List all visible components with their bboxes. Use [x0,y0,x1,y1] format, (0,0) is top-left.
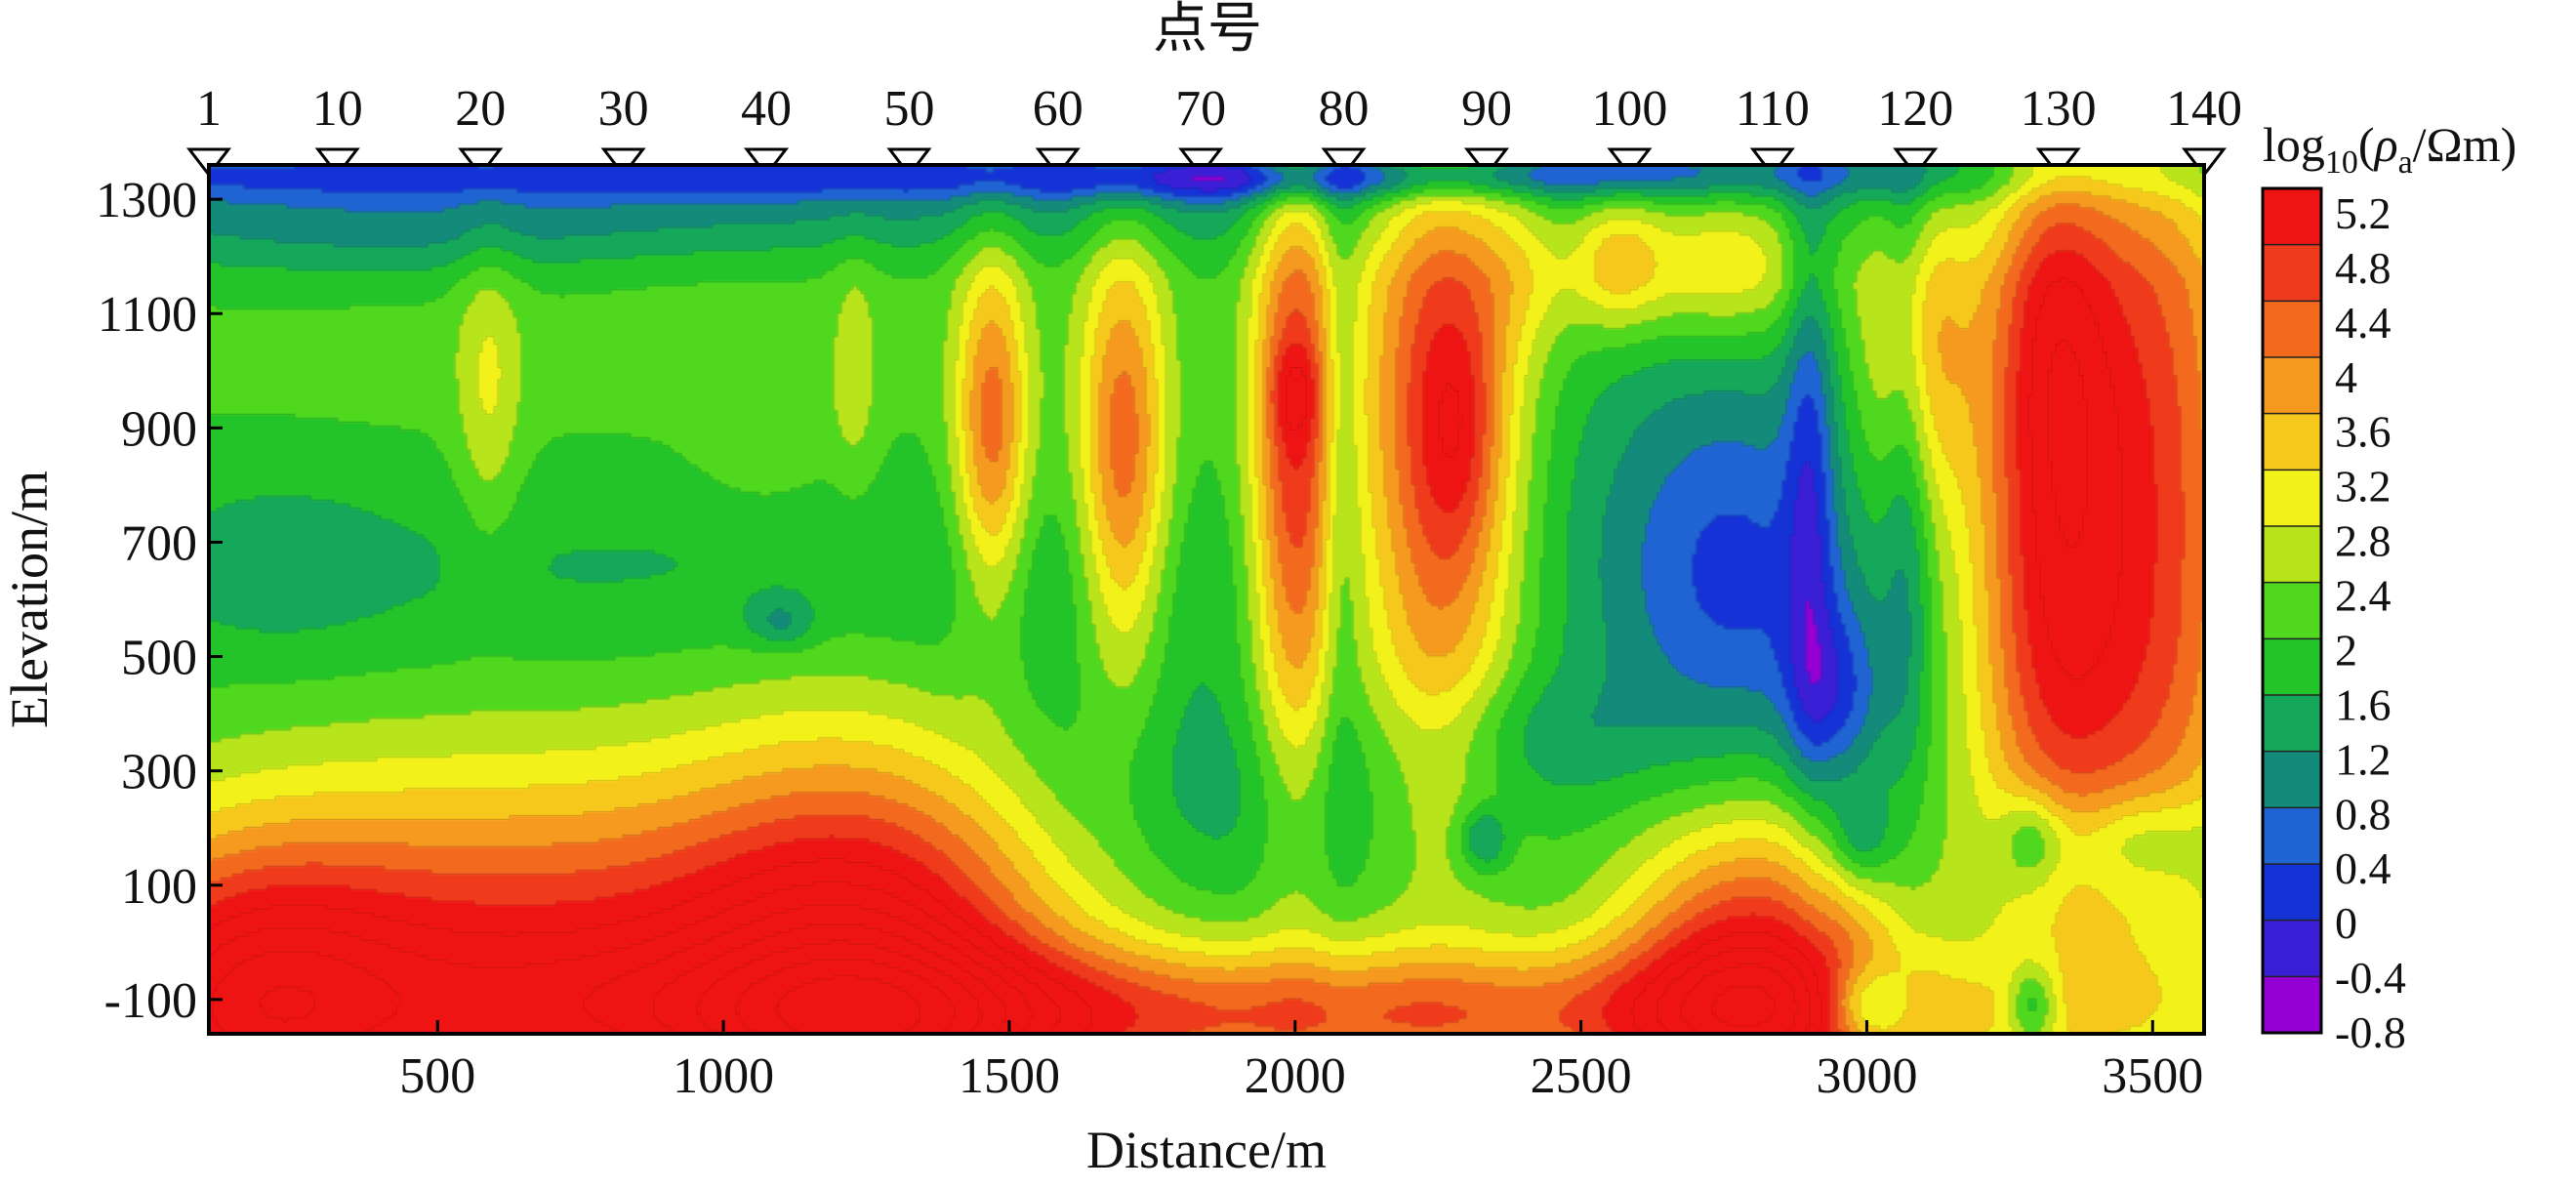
station-label: 30 [598,81,649,137]
colorbar-title: log10(ρa/Ωm) [2263,117,2516,181]
station-triangle-icon [1463,147,1510,178]
colorbar-tick-label: 2.4 [2335,571,2392,621]
station-label: 140 [2166,81,2242,137]
colorbar-tick-label: -0.4 [2335,953,2406,1003]
station-label: 70 [1175,81,1226,137]
x-axis: 500 1000 1500 2000 2500 3000 3500 [399,1020,2203,1104]
x-tick-label: 3500 [2102,1048,2203,1104]
colorbar-swatch [2263,638,2321,696]
station-label: 130 [2021,81,2097,137]
colorbar-swatch [2263,751,2321,808]
station-triangle-icon [1607,147,1653,178]
y-axis-label: Elevation/m [0,471,59,728]
colorbar-swatch [2263,357,2321,415]
colorbar-tick-label: 2.8 [2335,516,2392,566]
colorbar-tick-label: 4 [2335,352,2357,402]
station-markers: 1 10 20 30 40 50 60 70 80 90 100 110 120 130 140 [185,81,2242,178]
colorbar-swatch [2263,920,2321,977]
station-label: 120 [1877,81,1953,137]
resistivity-heatmap [209,165,2204,1034]
colorbar-tick-label: 0.8 [2335,789,2392,839]
x-tick-label: 2500 [1531,1048,1632,1104]
station-label: 20 [455,81,506,137]
colorbar-tick-label: 4.8 [2335,243,2392,293]
station-label: 40 [741,81,792,137]
colorbar-swatch [2263,301,2321,358]
station-triangle-icon [314,147,360,178]
colorbar-swatch [2263,188,2321,246]
colorbar-swatch [2263,807,2321,865]
colorbar-tick-label: -0.8 [2335,1007,2406,1057]
colorbar-tick-label: 1.2 [2335,734,2392,784]
plot-area [207,163,2206,1036]
colorbar-swatch [2263,695,2321,753]
station-triangle-icon [1178,147,1224,178]
station-label: 60 [1033,81,1084,137]
y-tick-label: 900 [121,401,197,457]
y-tick-label: 1100 [98,287,197,343]
station-triangle-icon [1749,147,1795,178]
station-label: 110 [1736,81,1810,137]
colorbar-frame [2261,186,2323,1035]
colorbar-tick-label: 4.4 [2335,298,2392,348]
x-tick-label: 1000 [673,1048,774,1104]
station-triangle-icon [600,147,646,178]
colorbar-tick-label: 3.2 [2335,462,2392,512]
colorbar-swatch [2263,864,2321,922]
station-label: 80 [1319,81,1370,137]
y-tick-label: -100 [104,973,197,1029]
y-tick-label: 500 [121,631,197,686]
station-label: 100 [1591,81,1667,137]
x-tick-label: 3000 [1816,1048,1917,1104]
y-tick-label: 700 [121,515,197,571]
colorbar-swatch [2263,582,2321,639]
y-axis: 1300 1100 900 700 500 300 100 -100 [96,173,223,1029]
colorbar-tick-label: 5.2 [2335,188,2392,238]
colorbar-swatch [2263,470,2321,527]
colorbar-swatch [2263,526,2321,584]
station-triangle-icon [886,147,932,178]
x-tick-label: 1500 [959,1048,1060,1104]
station-triangle-icon [1893,147,1939,178]
colorbar-tick-label: 0 [2335,898,2357,948]
station-triangle-icon [2181,147,2228,178]
station-label: 50 [883,81,934,137]
colorbar-tick-label: 3.6 [2335,407,2392,457]
colorbar: -0.8-0.400.40.81.21.622.42.83.23.644.44.… [2261,186,2406,1057]
top-axis-label: 点号 [1153,0,1262,60]
colorbar-swatch [2263,413,2321,471]
station-triangle-icon [743,147,790,178]
station-triangle-icon [1035,147,1081,178]
x-tick-label: 2000 [1245,1048,1346,1104]
colorbar-tick-label: 1.6 [2335,679,2392,729]
colorbar-tick-label: 0.4 [2335,843,2392,893]
x-axis-label: Distance/m [1086,1121,1327,1179]
station-triangle-icon [2035,147,2081,178]
y-tick-label: 300 [121,745,197,800]
colorbar-swatch [2263,976,2321,1034]
station-triangle-icon [458,147,504,178]
station-label: 10 [312,81,363,137]
station-label: 90 [1461,81,1512,137]
plot-frame [207,163,2206,1036]
station-label: 1 [196,81,222,137]
y-tick-label: 100 [121,859,197,915]
colorbar-swatch [2263,244,2321,302]
colorbar-tick-label: 2 [2335,625,2357,675]
y-tick-label: 1300 [96,173,197,228]
station-triangle-icon [185,147,232,178]
x-tick-label: 500 [399,1048,475,1104]
station-triangle-icon [1321,147,1367,178]
